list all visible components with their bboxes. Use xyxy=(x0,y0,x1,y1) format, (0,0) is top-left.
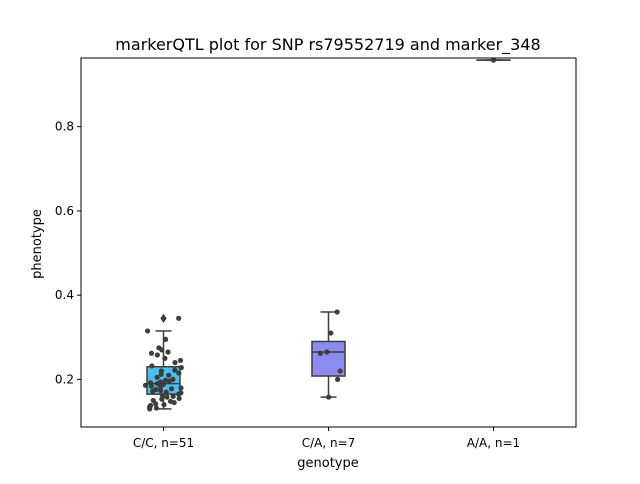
data-point xyxy=(155,352,160,357)
data-point xyxy=(178,385,183,390)
data-point xyxy=(169,386,174,391)
data-point xyxy=(149,363,154,368)
data-point xyxy=(159,397,164,402)
y-tick-label: 0.2 xyxy=(55,372,74,386)
data-point xyxy=(176,316,181,321)
data-point xyxy=(177,396,182,401)
data-point xyxy=(172,400,177,405)
data-point xyxy=(158,388,163,393)
data-point xyxy=(335,309,340,314)
data-point xyxy=(171,394,176,399)
data-point xyxy=(166,373,171,378)
data-point xyxy=(172,360,177,365)
chart-title: markerQTL plot for SNP rs79552719 and ma… xyxy=(115,35,540,55)
data-point xyxy=(161,402,166,407)
data-point xyxy=(176,370,181,375)
data-point xyxy=(145,328,150,333)
y-tick-label: 0.6 xyxy=(55,204,74,218)
data-point xyxy=(326,394,331,399)
data-point xyxy=(159,347,164,352)
x-tick-label: C/A, n=7 xyxy=(302,436,356,450)
data-point xyxy=(338,368,343,373)
data-point xyxy=(318,351,323,356)
data-point xyxy=(162,356,167,361)
data-point xyxy=(163,337,168,342)
data-point xyxy=(149,351,154,356)
data-point xyxy=(155,375,160,380)
x-axis-label: genotype xyxy=(297,456,358,471)
data-point xyxy=(150,389,155,394)
data-point xyxy=(179,365,184,370)
data-point xyxy=(165,349,170,354)
data-point xyxy=(164,394,169,399)
y-axis-label: phenotype xyxy=(30,209,45,279)
y-tick-label: 0.4 xyxy=(55,288,74,302)
data-point xyxy=(178,358,183,363)
x-tick-label: C/C, n=51 xyxy=(133,436,194,450)
data-point xyxy=(149,384,154,389)
x-tick-label: A/A, n=1 xyxy=(467,436,520,450)
data-point xyxy=(324,349,329,354)
y-tick-label: 0.8 xyxy=(55,120,74,134)
data-point xyxy=(167,378,172,383)
data-point xyxy=(147,406,152,411)
data-point xyxy=(328,330,333,335)
data-point xyxy=(143,383,148,388)
data-point xyxy=(154,405,159,410)
data-point xyxy=(335,377,340,382)
